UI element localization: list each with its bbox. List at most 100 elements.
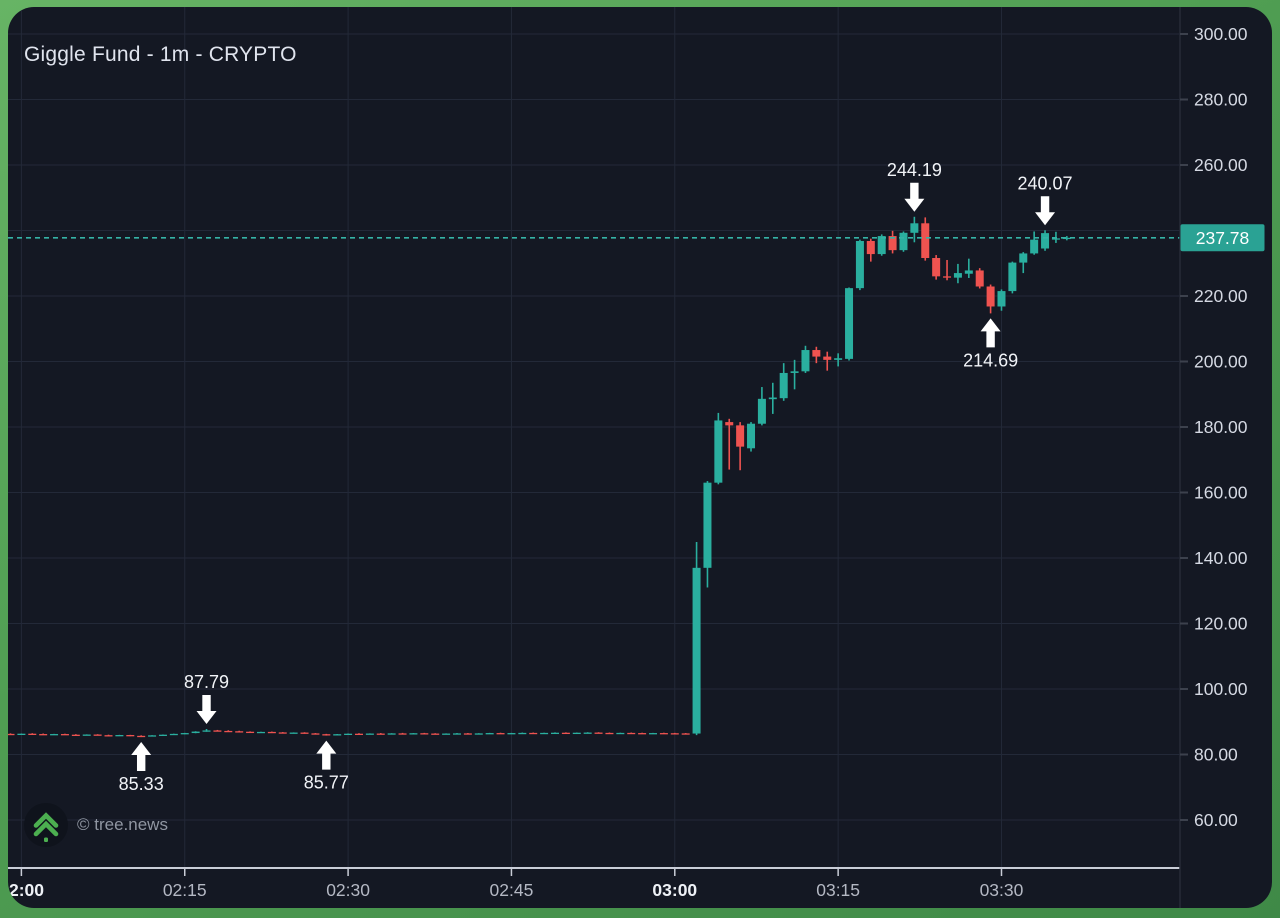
candle bbox=[997, 289, 1006, 311]
price-axis-label: 60.00 bbox=[1194, 810, 1238, 830]
candle bbox=[180, 732, 189, 735]
candle bbox=[278, 732, 287, 734]
candle bbox=[452, 733, 461, 735]
grid-lines bbox=[8, 7, 1180, 868]
annotation-label: 240.07 bbox=[1018, 173, 1073, 193]
candle bbox=[507, 732, 516, 735]
annotation-label: 244.19 bbox=[887, 160, 942, 180]
chart-panel: 85.33 87.79 85.77 244.19 214.69 240.07 300.00 2… bbox=[8, 7, 1272, 908]
candle bbox=[768, 382, 777, 414]
time-axis-label: 02:45 bbox=[490, 880, 534, 900]
candle bbox=[93, 734, 102, 736]
price-axis-label: 280.00 bbox=[1194, 90, 1248, 110]
candle bbox=[300, 732, 309, 734]
candlestick-chart[interactable]: 85.33 87.79 85.77 244.19 214.69 240.07 300.00 2… bbox=[8, 7, 1272, 908]
candle bbox=[1019, 252, 1028, 274]
candle bbox=[485, 732, 494, 735]
candle bbox=[736, 422, 745, 471]
candle bbox=[986, 284, 995, 314]
candle bbox=[659, 732, 668, 735]
candle bbox=[616, 732, 625, 735]
candle bbox=[354, 733, 363, 736]
candle bbox=[387, 733, 396, 735]
candle bbox=[845, 287, 854, 361]
candle bbox=[943, 259, 952, 281]
price-axis-label: 200.00 bbox=[1194, 352, 1248, 372]
candle bbox=[910, 216, 919, 243]
candle bbox=[104, 734, 113, 737]
candle bbox=[725, 418, 734, 470]
candle bbox=[169, 733, 178, 736]
candle bbox=[801, 345, 810, 373]
candle bbox=[409, 733, 418, 735]
candle bbox=[8, 733, 15, 736]
price-axis-label: 120.00 bbox=[1194, 614, 1248, 634]
arrow-up-icon bbox=[316, 740, 337, 770]
candle bbox=[376, 733, 385, 735]
candle bbox=[953, 263, 962, 284]
candle bbox=[213, 729, 222, 732]
candle bbox=[779, 363, 788, 401]
candle bbox=[561, 732, 570, 735]
candle bbox=[627, 732, 636, 735]
candle bbox=[148, 735, 157, 737]
candle bbox=[703, 481, 712, 588]
candle bbox=[1062, 236, 1071, 241]
candle bbox=[17, 733, 26, 736]
annotation-label: 87.79 bbox=[184, 672, 229, 692]
price-axis[interactable]: 300.00 280.00 260.00 220.00 200.00 180.00 160.… bbox=[1180, 24, 1248, 830]
candle bbox=[540, 732, 549, 735]
candle bbox=[442, 733, 451, 735]
annotation-label: 214.69 bbox=[963, 350, 1018, 370]
candle bbox=[60, 733, 69, 736]
candle bbox=[365, 733, 374, 735]
candle bbox=[158, 734, 167, 736]
candle-series bbox=[8, 216, 1071, 738]
svg-text:237.78: 237.78 bbox=[1196, 228, 1250, 248]
candle bbox=[1041, 230, 1050, 251]
tree-news-logo bbox=[24, 803, 68, 847]
time-axis[interactable]: 2:00 02:15 02:30 02:45 03:00 03:15 03:30 bbox=[9, 868, 1024, 900]
candle bbox=[322, 733, 331, 736]
candle bbox=[572, 732, 581, 735]
annotation-label: 85.33 bbox=[119, 774, 164, 794]
candle bbox=[790, 359, 799, 390]
time-axis-label: 02:15 bbox=[163, 880, 207, 900]
double-chevron-up-icon bbox=[33, 812, 59, 842]
candle bbox=[224, 730, 233, 733]
candle bbox=[235, 730, 244, 733]
candle bbox=[551, 732, 559, 735]
price-annotations: 85.33 87.79 85.77 244.19 214.69 240.07 bbox=[119, 160, 1073, 794]
candle bbox=[474, 733, 483, 735]
candle bbox=[82, 734, 91, 736]
candle bbox=[757, 387, 766, 426]
candle bbox=[975, 268, 984, 289]
candle bbox=[855, 239, 864, 291]
candle bbox=[1008, 261, 1017, 294]
price-axis-label: 80.00 bbox=[1194, 745, 1238, 765]
price-axis-label: 260.00 bbox=[1194, 155, 1248, 175]
chart-title: Giggle Fund - 1m - CRYPTO bbox=[24, 43, 297, 66]
candle bbox=[605, 732, 614, 735]
arrow-up-icon bbox=[980, 318, 1001, 348]
candle bbox=[344, 733, 353, 736]
price-annotation: 85.77 bbox=[304, 740, 349, 793]
candle bbox=[333, 734, 342, 736]
candle bbox=[289, 732, 298, 734]
candle bbox=[681, 733, 690, 735]
price-axis-label: 100.00 bbox=[1194, 679, 1248, 699]
time-axis-label: 03:15 bbox=[816, 880, 860, 900]
price-annotation: 87.79 bbox=[184, 672, 229, 724]
candle bbox=[463, 733, 472, 735]
candle bbox=[420, 732, 429, 735]
candle bbox=[246, 731, 255, 734]
time-axis-label: 2:00 bbox=[9, 880, 44, 900]
candle bbox=[126, 734, 135, 737]
time-axis-label: 03:30 bbox=[980, 880, 1024, 900]
current-price-label: 237.78 bbox=[1180, 224, 1265, 252]
price-axis-label: 140.00 bbox=[1194, 548, 1248, 568]
candle bbox=[921, 217, 930, 261]
tree-news-watermark: © tree.news bbox=[24, 803, 168, 847]
candle bbox=[529, 732, 538, 735]
